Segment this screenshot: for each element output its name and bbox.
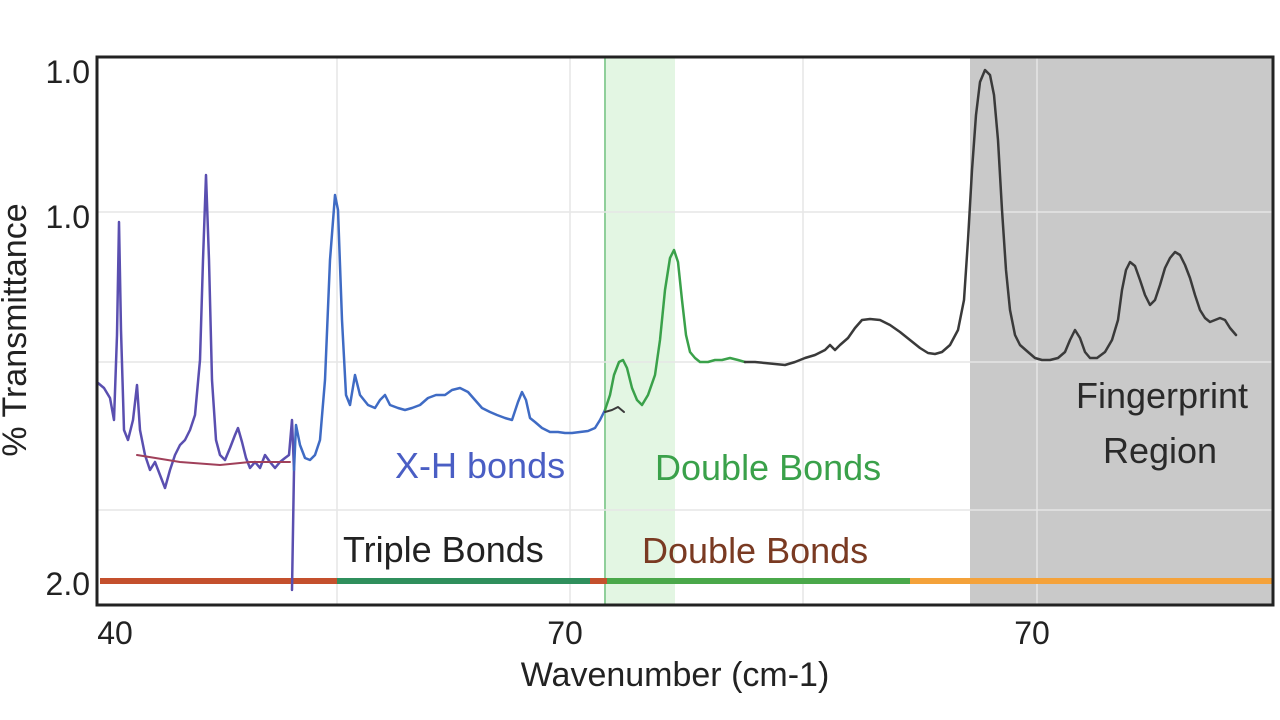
spectrum-double-tail <box>604 406 625 413</box>
x-axis-label: Wavenumber (cm-1) <box>521 656 830 694</box>
region-label-double-lower: Double Bonds <box>642 530 868 571</box>
plot-frame <box>95 55 1275 607</box>
y-tick-label: 1.0 <box>46 199 90 235</box>
region-label-double-upper: Double Bonds <box>655 447 881 488</box>
y-tick-label: 2.0 <box>46 566 90 602</box>
y-axis-label: % Transmittance <box>0 203 34 456</box>
x-tick-label: 40 <box>97 615 133 651</box>
x-tick-label: 70 <box>547 615 583 651</box>
region-label-triple: Triple Bonds <box>343 529 544 570</box>
y-tick-label: 1.0 <box>46 54 90 90</box>
x-tick-label: 70 <box>1014 615 1050 651</box>
spectrum-xh-red-segment <box>136 454 291 466</box>
spectrum-xh-left <box>96 173 296 592</box>
double-bond-shade <box>605 57 675 605</box>
spectrum <box>96 68 1238 592</box>
region-label-xh: X-H bonds <box>395 445 565 486</box>
fingerprint-shade <box>970 57 1273 605</box>
spectrum-fingerprint <box>743 68 1238 367</box>
spectrum-xh-blue <box>292 193 607 472</box>
region-label-fingerprint: Fingerprint <box>1076 375 1248 416</box>
spectrum-double-green <box>603 248 747 412</box>
region-label-fingerprint-line2: Region <box>1103 430 1217 471</box>
